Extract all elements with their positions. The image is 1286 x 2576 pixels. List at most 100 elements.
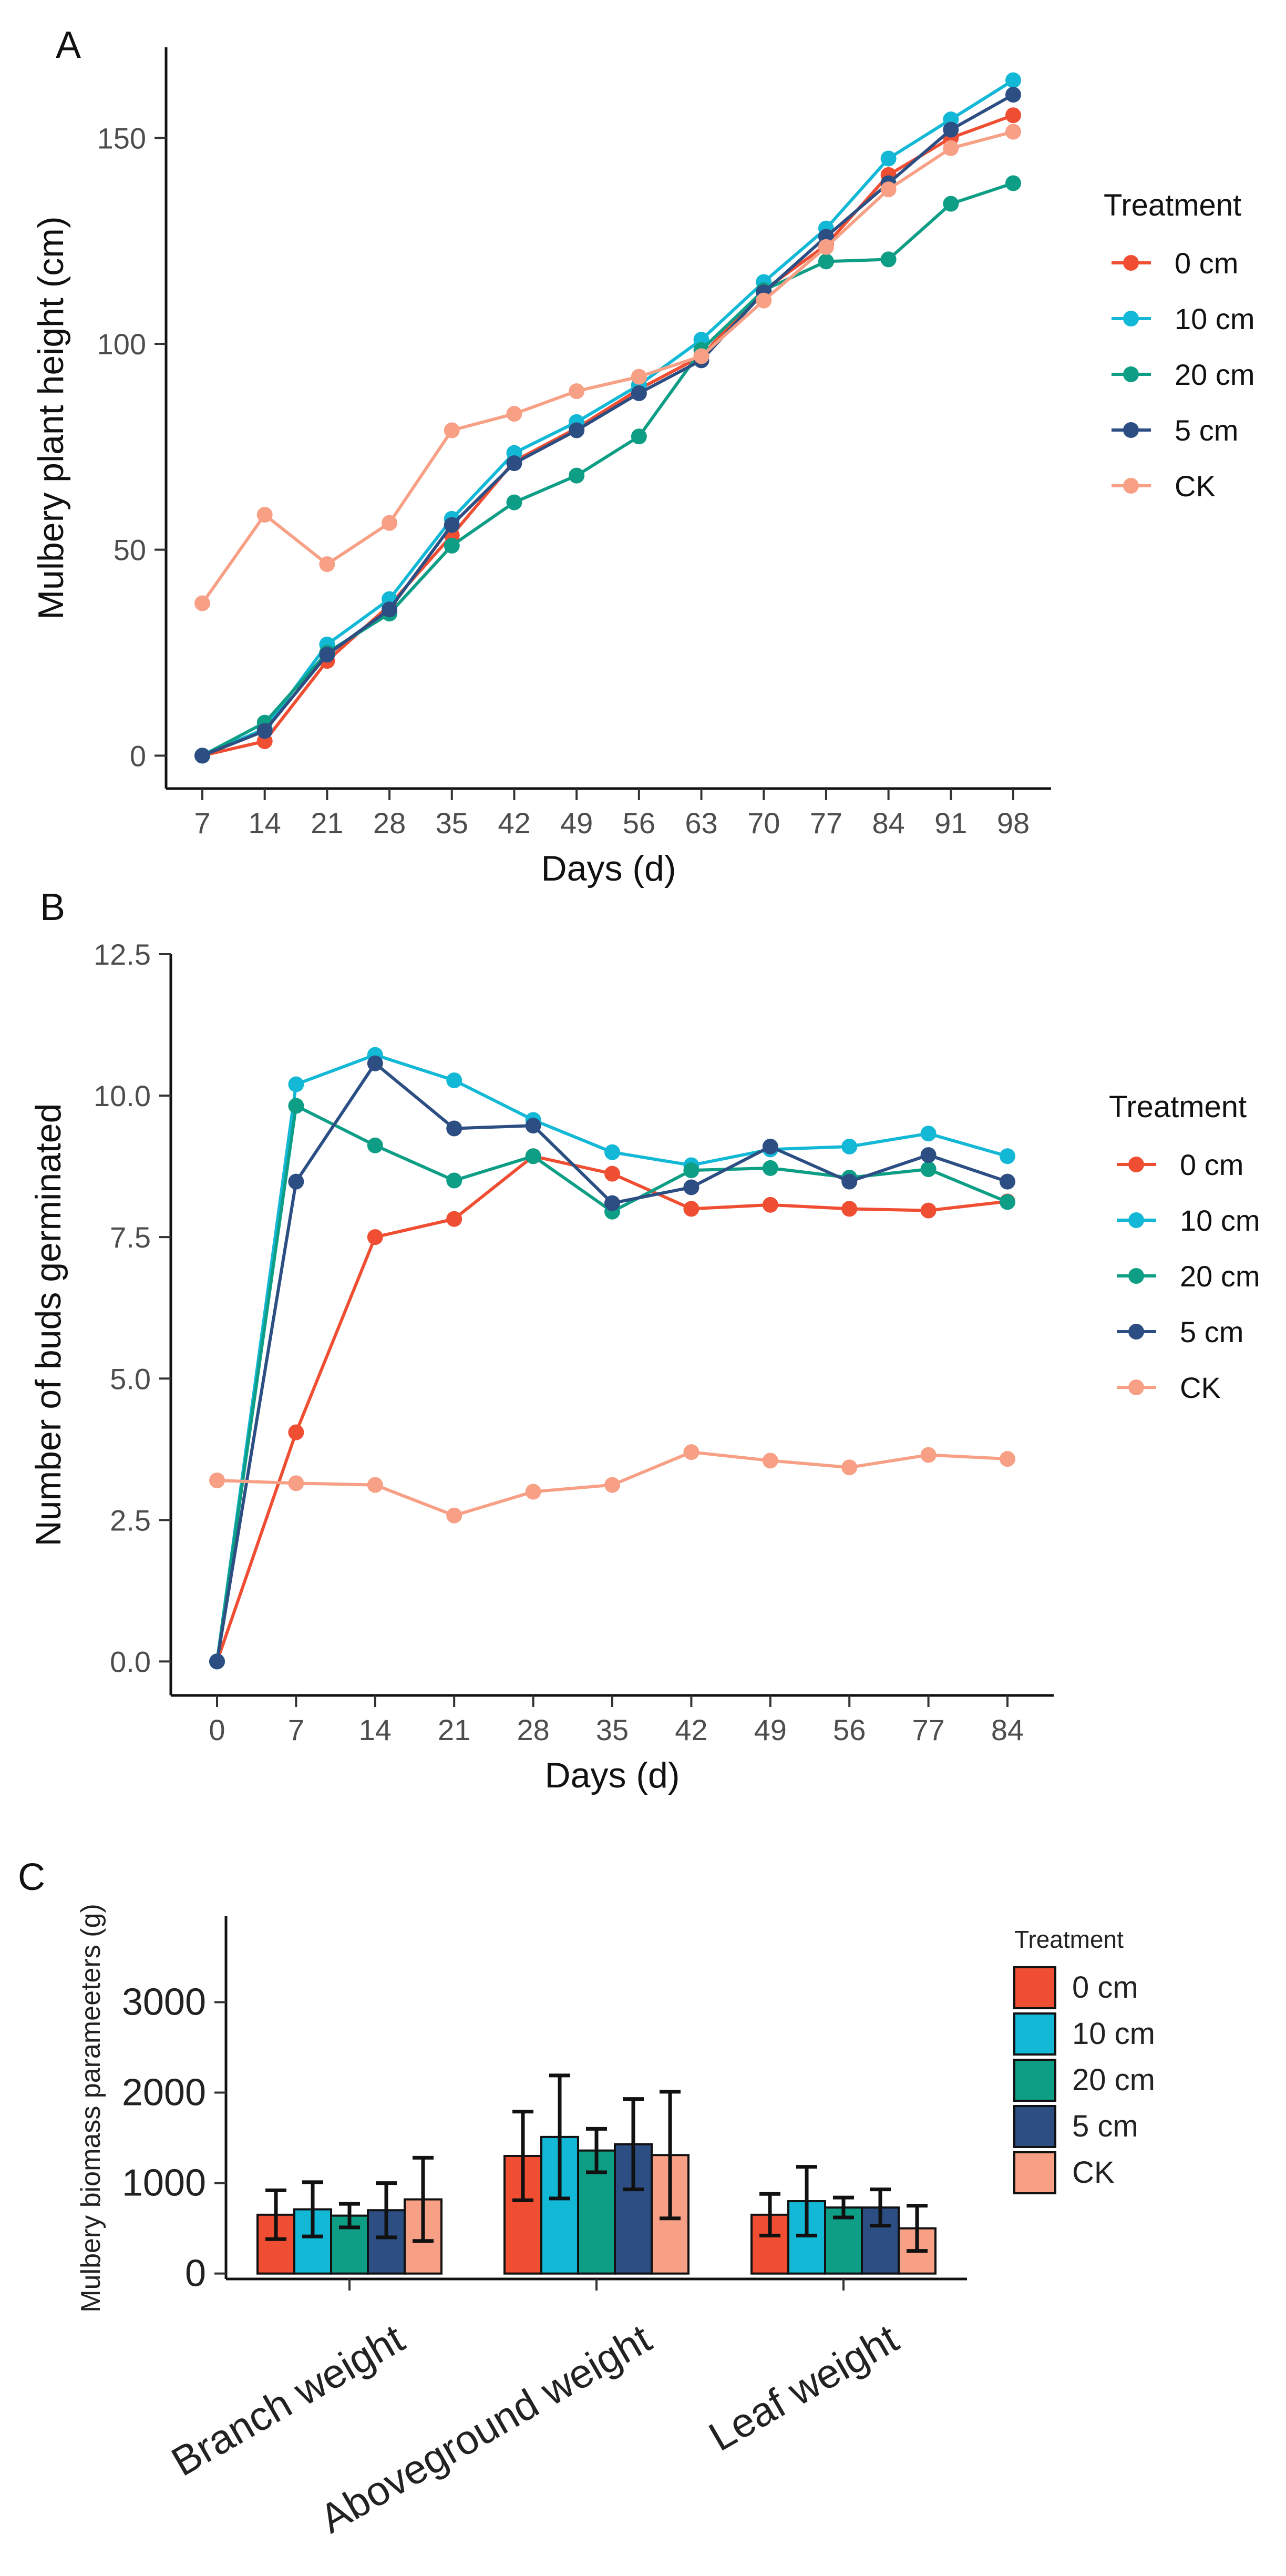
data-point-0cm-b xyxy=(762,1197,778,1213)
data-point-0cm-b xyxy=(841,1201,858,1217)
data-point-ck-b xyxy=(762,1453,778,1469)
x-tick-label-a: 21 xyxy=(311,806,343,840)
data-point-ck-a xyxy=(818,239,834,255)
legend-key-dot-10cm-b xyxy=(1128,1212,1144,1228)
x-tick-label-b: 49 xyxy=(754,1713,787,1746)
legend-label-20cm-c: 20 cm xyxy=(1072,2063,1155,2097)
data-point-ck-a xyxy=(194,595,210,611)
data-point-10cm-b xyxy=(604,1144,620,1160)
data-point-ck-a xyxy=(693,348,709,364)
data-point-5cm-b xyxy=(446,1120,462,1137)
legend-label-5cm-b: 5 cm xyxy=(1180,1315,1243,1348)
y-tick-label-c: 0 xyxy=(185,2253,206,2295)
panel-label-a: A xyxy=(56,24,81,66)
data-point-0cm-b xyxy=(288,1424,304,1440)
panel-c: C 0 1000 2000 3000 Mulbery biomass parameeter… xyxy=(18,1856,1155,2542)
y-tick-label-b: 10.0 xyxy=(94,1079,151,1112)
legend-key-dot-20cm-a xyxy=(1123,366,1139,382)
data-point-ck-a xyxy=(631,369,647,385)
x-axis-title-a: Days (d) xyxy=(541,849,676,888)
data-point-20cm-a xyxy=(818,253,834,270)
series-line-ck-a xyxy=(201,130,1014,605)
data-point-20cm-a xyxy=(506,494,522,510)
data-point-20cm-a xyxy=(569,467,585,484)
x-tick-label-b: 7 xyxy=(288,1713,304,1746)
data-point-10cm-b xyxy=(920,1126,937,1142)
y-tick-label-b: 2.5 xyxy=(110,1504,151,1537)
x-axis-title-b: Days (d) xyxy=(545,1755,680,1795)
data-point-10cm-b xyxy=(288,1076,304,1092)
series-line-20cm-a xyxy=(201,181,1014,757)
legend-key-0cm-c xyxy=(1013,1966,1056,2009)
y-tick-label-a: 150 xyxy=(97,121,146,155)
x-tick-label-b: 42 xyxy=(675,1713,707,1746)
legend-key-20cm-c xyxy=(1013,2059,1056,2102)
data-point-5cm-b xyxy=(920,1147,937,1163)
series-line-5cm-a xyxy=(201,93,1014,758)
data-point-ck-a xyxy=(943,140,959,156)
legend-label-10cm-c: 10 cm xyxy=(1072,2017,1155,2051)
panel-label-c: C xyxy=(18,1856,45,1898)
legend-key-10cm-c xyxy=(1013,2012,1056,2056)
legend-label-10cm-b: 10 cm xyxy=(1180,1204,1260,1237)
y-axis-title-c: Mulbery biomass parameeters (g) xyxy=(76,1904,106,2312)
x-tick-label-a: 7 xyxy=(194,806,210,840)
data-point-ck-b xyxy=(209,1472,225,1488)
x-tick-label-a: 70 xyxy=(747,806,780,840)
data-point-5cm-b xyxy=(841,1173,858,1190)
data-point-5cm-b xyxy=(367,1055,383,1071)
data-point-5cm-b xyxy=(209,1653,225,1670)
x-tick-label-b: 77 xyxy=(912,1713,944,1746)
data-point-ck-b xyxy=(604,1477,620,1493)
series-line-10cm-a xyxy=(201,79,1014,758)
data-point-0cm-b xyxy=(683,1201,699,1217)
data-point-20cm-b xyxy=(288,1098,304,1114)
x-tick-label-c: Branch weight xyxy=(163,2315,411,2485)
data-point-10cm-a xyxy=(880,150,897,167)
data-point-ck-a xyxy=(756,292,772,309)
legend-label-0cm-b: 0 cm xyxy=(1180,1148,1243,1181)
data-point-0cm-b xyxy=(920,1202,937,1219)
x-tick-label-a: 91 xyxy=(934,806,967,840)
data-point-5cm-a xyxy=(444,517,460,533)
data-point-ck-b xyxy=(920,1447,937,1463)
x-tick-label-a: 56 xyxy=(623,806,655,840)
legend-key-dot-0cm-a xyxy=(1123,255,1139,271)
data-point-0cm-b xyxy=(604,1166,620,1182)
legend-label-ck-a: CK xyxy=(1175,469,1216,503)
data-point-ck-a xyxy=(444,422,460,438)
x-tick-label-a: 77 xyxy=(810,806,842,840)
data-point-5cm-a xyxy=(256,723,273,739)
y-axis-title-a: Mulbery plant height (cm) xyxy=(31,216,71,619)
y-tick-label-b: 0.0 xyxy=(110,1645,151,1678)
legend-key-5cm-c xyxy=(1013,2105,1056,2148)
legend-title-a: Treatment xyxy=(1104,188,1241,222)
y-tick-label-b: 5.0 xyxy=(110,1362,151,1395)
data-point-ck-b xyxy=(1000,1451,1015,1467)
legend-key-dot-5cm-a xyxy=(1123,422,1139,438)
y-tick-label-a: 100 xyxy=(97,328,146,361)
data-point-20cm-b xyxy=(367,1137,383,1153)
data-point-5cm-b xyxy=(683,1179,699,1195)
x-tick-label-a: 49 xyxy=(560,806,593,840)
data-point-0cm-b xyxy=(446,1211,462,1227)
data-point-20cm-b xyxy=(1000,1194,1015,1210)
legend-label-ck-c: CK xyxy=(1072,2155,1115,2190)
data-point-20cm-b xyxy=(683,1162,699,1179)
legend-key-dot-ck-b xyxy=(1128,1379,1144,1395)
x-tick-label-a: 42 xyxy=(498,806,530,840)
data-point-5cm-b xyxy=(762,1138,778,1154)
x-tick-label-b: 35 xyxy=(596,1713,629,1746)
data-point-0cm-a xyxy=(1005,107,1021,124)
x-tick-label-a: 84 xyxy=(872,806,904,840)
y-tick-label-b: 12.5 xyxy=(94,938,151,971)
data-point-20cm-b xyxy=(525,1148,541,1164)
data-point-20cm-b xyxy=(762,1160,778,1176)
legend-title-c: Treatment xyxy=(1014,1926,1124,1953)
legend-label-20cm-a: 20 cm xyxy=(1175,358,1255,391)
x-tick-label-b: 0 xyxy=(209,1713,225,1746)
x-tick-label-b: 14 xyxy=(359,1713,392,1746)
x-tick-label-b: 21 xyxy=(438,1713,470,1746)
legend-label-0cm-a: 0 cm xyxy=(1175,247,1238,280)
